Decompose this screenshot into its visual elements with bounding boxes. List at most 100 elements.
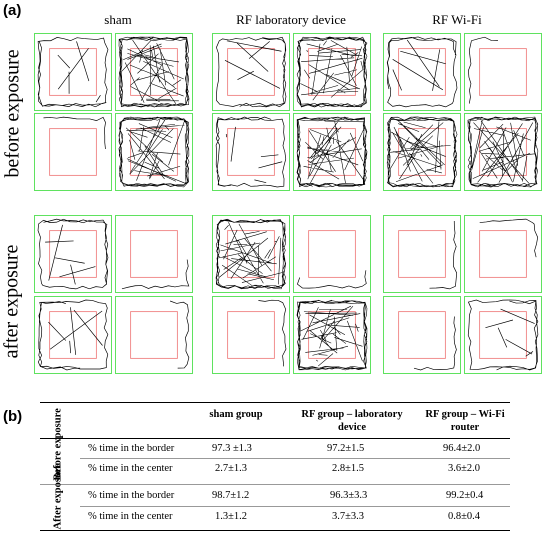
panel-a-label: (a)	[3, 2, 22, 19]
center-zone	[398, 128, 446, 176]
movement-track	[413, 316, 457, 371]
movement-track	[118, 36, 190, 108]
movement-track	[169, 300, 190, 369]
movement-track	[479, 218, 539, 258]
movement-track	[215, 116, 287, 188]
center-zone	[49, 128, 97, 176]
arena-cell	[115, 296, 193, 374]
arena-cell	[34, 113, 112, 191]
movement-track	[386, 116, 458, 188]
movement-track	[467, 299, 539, 371]
row-value: 2.7±1.3	[215, 463, 248, 474]
row-value: 2.8±1.5	[332, 463, 365, 474]
center-zone	[227, 311, 275, 359]
row-value: 97.2±1.5	[327, 443, 365, 454]
panel-b-label: (b)	[3, 408, 23, 425]
center-zone	[308, 230, 356, 278]
arena-cell	[383, 113, 461, 191]
row-divider	[80, 458, 510, 459]
column-title-rf-wifi: RF Wi-Fi	[432, 12, 482, 27]
arena-cell	[115, 113, 193, 191]
arena-cell	[464, 33, 542, 111]
row-value: 3.6±2.0	[448, 463, 481, 474]
movement-track	[296, 36, 368, 108]
movement-track	[118, 116, 190, 188]
movement-track	[43, 116, 106, 150]
arena-cell	[293, 113, 371, 191]
row-divider	[80, 506, 510, 507]
arena-cell	[293, 33, 371, 111]
row-value: 99.2±0.4	[446, 490, 484, 501]
center-zone	[398, 311, 446, 359]
center-zone	[398, 48, 446, 96]
center-zone	[130, 311, 178, 359]
movement-track	[216, 36, 287, 108]
center-zone	[479, 311, 527, 359]
arena-cell	[212, 296, 290, 374]
movement-track	[258, 299, 287, 367]
center-zone	[227, 128, 275, 176]
movement-track	[296, 116, 368, 188]
arena-cell	[34, 33, 112, 111]
table-header-sham: sham group	[209, 409, 263, 420]
column-title-sham: sham	[104, 12, 132, 27]
center-zone	[479, 230, 527, 278]
arena-cell	[383, 215, 461, 293]
movement-track	[386, 36, 458, 108]
table-header-rule	[40, 438, 510, 439]
row-measure: % time in the center	[88, 463, 173, 474]
group-label-after: After exposure	[52, 463, 64, 530]
movement-track	[468, 36, 498, 104]
group-divider	[40, 484, 510, 485]
row-measure: % time in the border	[88, 443, 175, 454]
arena-cell	[115, 33, 193, 111]
center-zone	[49, 48, 97, 96]
arena-cell	[212, 215, 290, 293]
row-value: 98.7±1.2	[212, 490, 250, 501]
column-title-rf-laboratory: RF laboratory device	[236, 12, 346, 27]
movement-track	[37, 37, 109, 108]
arena-cell	[212, 113, 290, 191]
movement-track	[215, 218, 286, 290]
center-zone	[49, 230, 97, 278]
center-zone	[308, 311, 356, 359]
arena-cell	[464, 215, 542, 293]
row-measure: % time in the center	[88, 511, 173, 522]
movement-track	[37, 299, 109, 371]
center-zone	[398, 230, 446, 278]
center-zone	[479, 48, 527, 96]
arena-cell	[464, 113, 542, 191]
table-header-rf-wifi: RF group – Wi-Fi router	[425, 409, 505, 433]
center-zone	[227, 230, 275, 278]
row-label-before-exposure: before exposure	[1, 49, 24, 178]
center-zone	[130, 230, 178, 278]
arena-cell	[464, 296, 542, 374]
table-top-rule	[40, 402, 510, 403]
arena-cell	[293, 296, 371, 374]
arena-cell	[383, 33, 461, 111]
movement-track	[297, 270, 367, 289]
table-header-rf-laboratory: RF group – laboratory device	[301, 409, 403, 433]
arena-cell	[34, 215, 112, 293]
table-bottom-rule	[40, 530, 510, 531]
arena-cell	[34, 296, 112, 374]
movement-track	[37, 218, 109, 290]
movement-track	[429, 220, 458, 290]
movement-track	[296, 299, 368, 371]
center-zone	[308, 128, 356, 176]
row-value: 1.3±1.2	[215, 511, 248, 522]
center-zone	[49, 311, 97, 359]
arena-cell	[115, 215, 193, 293]
center-zone	[227, 48, 275, 96]
row-value: 0.8±0.4	[448, 511, 481, 522]
row-label-after-exposure: after exposure	[0, 244, 23, 359]
row-measure: % time in the border	[88, 490, 175, 501]
row-value: 96.3±3.3	[330, 490, 368, 501]
center-zone	[130, 128, 178, 176]
row-value: 97.3 ±1.3	[212, 443, 252, 454]
arena-cell	[383, 296, 461, 374]
movement-track	[467, 116, 539, 188]
row-value: 3.7±3.3	[332, 511, 365, 522]
row-value: 96.4±2.0	[443, 443, 481, 454]
movement-track	[121, 259, 190, 290]
